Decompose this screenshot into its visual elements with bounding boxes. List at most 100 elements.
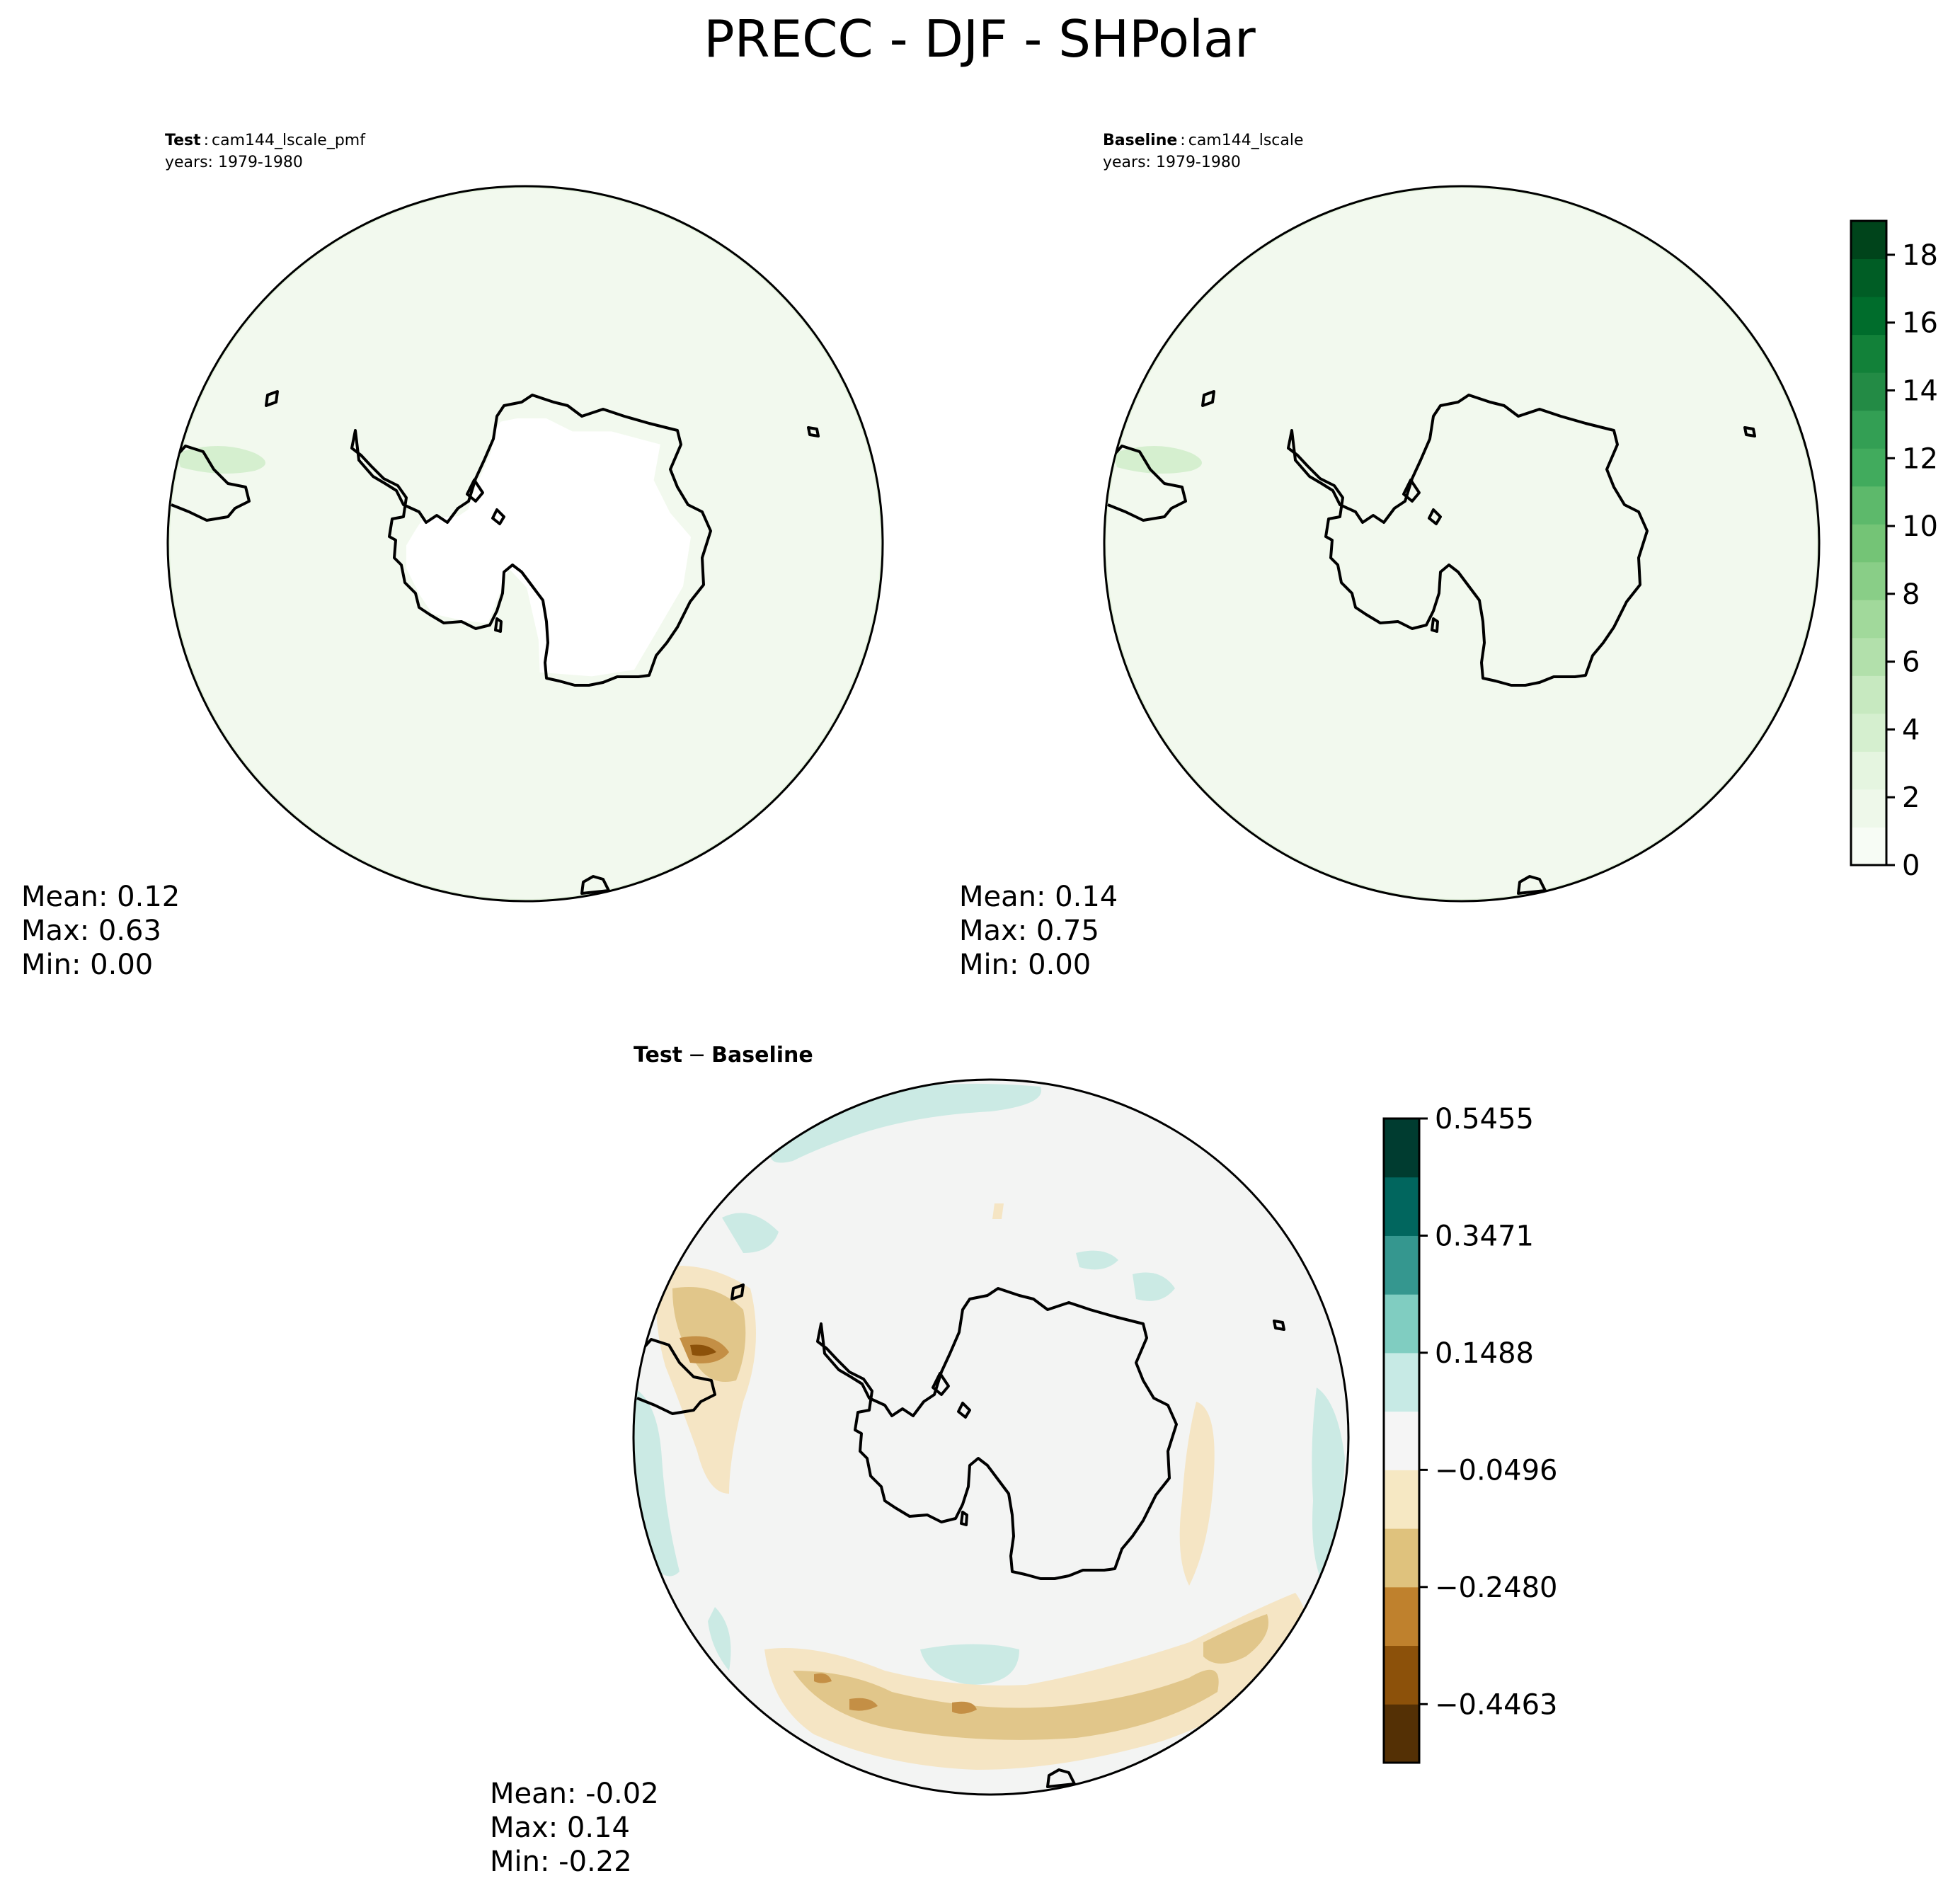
diff-map-boundary: [632, 1078, 1350, 1796]
diff-gold-lower: [793, 1669, 1219, 1740]
baseline-map-field: [1104, 186, 1819, 901]
diff-teal-upper-left: [722, 1213, 779, 1253]
main-colorbar-frame: [1850, 219, 1888, 866]
baseline-mean: Mean: 0.14: [959, 881, 1118, 913]
test-min: Min: 0.00: [21, 949, 153, 981]
main-colorbar-swatch: [1851, 675, 1886, 714]
main-colorbar-swatch: [1851, 637, 1886, 676]
main-colorbar: 0 2 4 6 8 10 12 14 16 18: [1850, 219, 1938, 882]
diff-colorbar-tick-label: 0.3471: [1435, 1220, 1534, 1252]
diff-brown-lower-b: [952, 1701, 977, 1714]
main-colorbar-swatch: [1851, 297, 1886, 336]
diff-colorbar: 0.5455 0.3471 0.1488 −0.0496 −0.2480 −0.4463: [1382, 1103, 1557, 1764]
baseline-map-boundary: [1103, 185, 1821, 903]
diff-title-test: Test: [634, 1043, 682, 1068]
main-colorbar-swatch: [1851, 524, 1886, 563]
figure-title: PRECC - DJF - SHPolar: [704, 9, 1256, 69]
main-colorbar-swatch: [1851, 334, 1886, 373]
test-label-bold: Test: [165, 132, 201, 149]
diff-teal-upper-right: [1076, 1250, 1118, 1270]
main-colorbar-swatch: [1851, 221, 1886, 260]
diff-min: Min: -0.22: [490, 1846, 632, 1878]
baseline-map: [1104, 186, 1819, 901]
diff-colorbar-swatch: [1384, 1177, 1419, 1236]
test-map-bright-peninsula: [177, 446, 265, 474]
diff-colorbar-swatch: [1384, 1586, 1419, 1647]
diff-colorbar-swatch: [1384, 1352, 1419, 1412]
diff-teal-lower-middle: [920, 1644, 1019, 1685]
diff-gold-lower-right: [1203, 1614, 1268, 1664]
diff-colorbar-swatch: [1384, 1294, 1419, 1354]
main-colorbar-ticks: 0 2 4 6 8 10 12 14 16 18: [1886, 239, 1938, 882]
baseline-label-name: cam144_lscale: [1188, 132, 1304, 149]
diff-colorbar-swatch: [1384, 1528, 1419, 1588]
baseline-map-bright-peninsula: [1113, 446, 1202, 474]
diff-mean: Mean: -0.02: [490, 1778, 659, 1810]
test-panel: Test: cam144_lscale_pmf years: 1979-1980 …: [21, 132, 884, 981]
diff-brown-lower-a: [849, 1698, 878, 1711]
main-colorbar-swatch: [1851, 486, 1886, 525]
baseline-min: Min: 0.00: [959, 949, 1091, 981]
diff-title-baseline: Baseline: [711, 1043, 813, 1068]
main-colorbar-swatch: [1851, 561, 1886, 600]
main-colorbar-tick-label: 12: [1902, 442, 1938, 475]
diff-brown-lower-c: [814, 1673, 832, 1683]
test-max: Max: 0.63: [21, 915, 161, 947]
main-colorbar-tick-label: 0: [1902, 849, 1920, 882]
test-label-colon: :: [204, 132, 209, 149]
diff-title: Test − Baseline: [634, 1043, 813, 1068]
main-colorbar-swatch: [1851, 410, 1886, 449]
diff-tan-small: [992, 1203, 1004, 1219]
test-years: years: 1979-1980: [165, 154, 303, 171]
diff-colorbar-swatches: [1384, 1119, 1419, 1763]
diff-colorbar-tick-label: 0.1488: [1435, 1337, 1534, 1370]
main-colorbar-swatch: [1851, 372, 1886, 411]
baseline-label-bold: Baseline: [1103, 132, 1177, 149]
baseline-years: years: 1979-1980: [1103, 154, 1241, 171]
diff-gold-peninsula: [672, 1287, 746, 1382]
diff-colorbar-tick-label: 0.5455: [1435, 1103, 1534, 1135]
diff-teal-right-edge: [1312, 1388, 1345, 1586]
test-mean: Mean: 0.12: [21, 881, 180, 913]
main-colorbar-tick-label: 18: [1902, 239, 1938, 272]
main-colorbar-swatch: [1851, 713, 1886, 752]
main-colorbar-swatch: [1851, 827, 1886, 866]
baseline-max: Max: 0.75: [959, 915, 1099, 947]
diff-title-op: −: [688, 1043, 706, 1068]
diff-map-field: [634, 1080, 1348, 1795]
diff-dark-peninsula: [690, 1344, 716, 1356]
main-colorbar-tick-label: 2: [1902, 782, 1920, 814]
main-colorbar-tick-label: 8: [1902, 578, 1920, 611]
diff-map: [634, 1080, 1348, 1795]
diff-max: Max: 0.14: [490, 1812, 630, 1844]
test-map-boundary: [166, 185, 884, 903]
main-colorbar-tick-label: 4: [1902, 714, 1920, 746]
main-colorbar-swatch: [1851, 600, 1886, 639]
test-label: Test: cam144_lscale_pmf: [165, 132, 366, 149]
diff-tan-right-strip: [1179, 1402, 1215, 1586]
main-colorbar-tick-label: 6: [1902, 646, 1920, 679]
diff-teal-right-patch: [1133, 1272, 1175, 1301]
diff-colorbar-swatch: [1384, 1235, 1419, 1295]
main-colorbar-swatch: [1851, 751, 1886, 790]
test-map: [168, 186, 883, 901]
diff-colorbar-swatch: [1384, 1411, 1419, 1470]
diff-panel: Test − Baseline: [490, 1043, 1350, 1878]
diff-colorbar-swatch: [1384, 1645, 1419, 1705]
main-colorbar-tick-label: 10: [1902, 510, 1938, 543]
test-label-name: cam144_lscale_pmf: [212, 132, 366, 149]
main-colorbar-swatches: [1851, 221, 1886, 866]
main-colorbar-swatch: [1851, 258, 1886, 297]
baseline-label-colon: :: [1180, 132, 1185, 149]
diff-teal-lower-left: [708, 1607, 731, 1671]
baseline-panel: Baseline: cam144_lscale years: 1979-1980 …: [959, 132, 1821, 981]
diff-colorbar-tick-label: −0.0496: [1435, 1454, 1557, 1487]
main-colorbar-tick-label: 14: [1902, 374, 1938, 407]
main-colorbar-swatch: [1851, 789, 1886, 828]
diff-colorbar-ticks: 0.5455 0.3471 0.1488 −0.0496 −0.2480 −0.4463: [1419, 1103, 1557, 1721]
baseline-label: Baseline: cam144_lscale: [1103, 132, 1304, 149]
diff-colorbar-tick-label: −0.2480: [1435, 1572, 1557, 1604]
main-colorbar-tick-label: 16: [1902, 307, 1938, 340]
diff-colorbar-swatch: [1384, 1119, 1419, 1178]
